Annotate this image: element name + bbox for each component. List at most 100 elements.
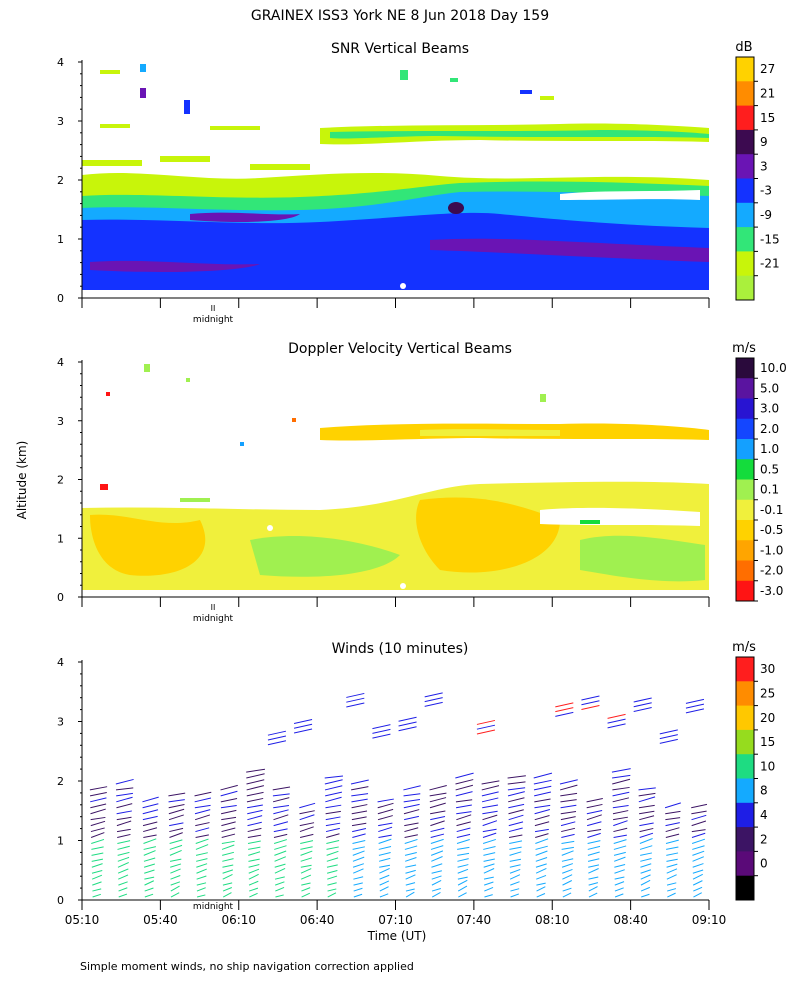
wind-barb	[89, 792, 107, 797]
wind-barb	[561, 858, 574, 862]
wind-barb	[508, 834, 523, 839]
wind-barb	[424, 697, 443, 703]
x-tick-label: 08:40	[613, 913, 648, 927]
wind-barb	[640, 874, 651, 880]
wind-barb	[142, 796, 159, 803]
wind-barb	[273, 839, 288, 844]
wind-barb	[89, 786, 108, 791]
wind-barb	[555, 711, 574, 717]
winds-colorbar-swatch	[736, 681, 754, 707]
wind-barbs	[89, 692, 708, 898]
wind-barb	[560, 816, 576, 821]
wind-barb	[481, 797, 499, 803]
wind-barb	[456, 833, 471, 839]
wind-barb	[659, 729, 678, 735]
doppler-panel: Doppler Velocity Vertical Beams	[15, 341, 787, 624]
wind-barb	[246, 785, 265, 791]
wind-barb	[118, 887, 128, 892]
snr-colorbar-label: -3	[760, 184, 772, 198]
wind-barb	[301, 892, 311, 898]
wind-barb	[562, 868, 573, 874]
wind-barb	[456, 821, 471, 827]
wind-barb	[535, 856, 548, 862]
wind-barb	[403, 809, 420, 815]
wind-barb	[612, 797, 630, 803]
snr-colorbar-label: 21	[760, 86, 775, 100]
wind-barb	[267, 730, 287, 736]
wind-barb	[431, 875, 442, 880]
wind-barb	[398, 716, 417, 722]
wind-barb	[693, 886, 703, 892]
snr-y-tick-label: 2	[57, 174, 64, 187]
wind-barb	[403, 793, 421, 797]
wind-barb	[633, 707, 652, 712]
wind-barb	[476, 724, 496, 730]
wind-barb	[195, 852, 208, 856]
wind-barb	[691, 803, 708, 809]
wind-barb	[588, 882, 599, 886]
wind-barb	[430, 816, 446, 821]
wind-barb	[607, 723, 626, 729]
wind-barb	[346, 702, 365, 708]
wind-barb	[555, 707, 574, 713]
wind-barb	[115, 778, 134, 785]
winds-colorbar-label: 10	[760, 759, 775, 773]
wind-barb	[220, 784, 238, 791]
wind-barb	[299, 833, 314, 839]
winds-midnight-label: midnight	[193, 902, 234, 912]
wind-barb	[534, 791, 552, 797]
wind-barb	[267, 740, 287, 746]
wind-barb	[510, 881, 520, 886]
wind-barb	[613, 820, 628, 827]
wind-barb	[639, 845, 653, 850]
wind-barb	[456, 804, 472, 809]
wind-barb	[247, 840, 261, 844]
x-tick-label: 05:10	[65, 913, 100, 927]
wind-barb	[247, 815, 263, 821]
wind-barb	[612, 791, 630, 797]
wind-barb	[301, 887, 311, 892]
wind-barb	[246, 791, 264, 797]
wind-barb	[247, 821, 262, 827]
doppler-speckles	[100, 364, 600, 589]
snr-core-low	[90, 260, 260, 272]
wind-barb	[117, 840, 131, 844]
wind-barb	[324, 775, 344, 779]
wind-barb	[693, 892, 702, 898]
wind-barb	[272, 797, 290, 803]
wind-barb	[247, 809, 263, 815]
wind-barb	[118, 874, 129, 880]
doppler-layer-orange-a	[90, 514, 206, 576]
wind-barb	[613, 827, 628, 833]
wind-barb	[483, 846, 496, 850]
wind-barb	[168, 799, 185, 803]
doppler-colorbar-label: -3.0	[760, 584, 783, 598]
wind-barb	[299, 822, 315, 827]
wind-barb	[431, 891, 441, 898]
wind-barb	[144, 880, 155, 886]
wind-barb	[614, 864, 626, 868]
wind-barb	[614, 876, 625, 880]
wind-barb	[457, 885, 468, 892]
wind-barb	[222, 882, 233, 886]
wind-barb	[614, 887, 624, 892]
wind-barb	[555, 702, 574, 708]
snr-upper-layer-core	[330, 130, 709, 139]
wind-barb	[476, 729, 496, 735]
snr-colorbar-swatch	[736, 57, 754, 82]
wind-barb	[267, 735, 287, 741]
wind-barb	[351, 798, 368, 803]
wind-barb	[221, 840, 235, 844]
wind-barb	[483, 858, 495, 862]
x-tick-label: 09:10	[692, 913, 727, 927]
wind-barb	[249, 892, 258, 898]
winds-colorbar-swatch	[736, 657, 754, 682]
wind-barb	[482, 814, 498, 821]
wind-barb	[536, 874, 547, 880]
snr-colorbar-label: -15	[760, 232, 780, 246]
doppler-gap	[540, 507, 700, 526]
wind-barb	[509, 868, 521, 874]
wind-barb	[404, 838, 418, 844]
wind-barb	[691, 810, 707, 815]
winds-y-tick-label: 3	[57, 716, 64, 729]
